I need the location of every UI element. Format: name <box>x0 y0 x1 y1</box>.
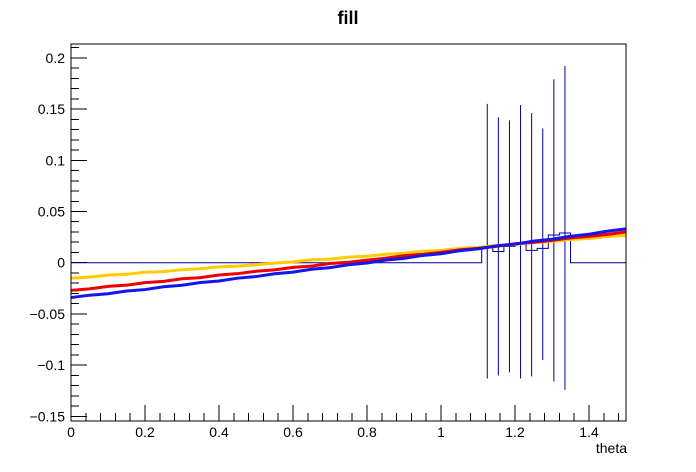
x-tick-label: 1.2 <box>505 424 525 440</box>
y-tick-label: 0 <box>57 255 65 271</box>
y-tick-label: −0.1 <box>37 357 65 373</box>
y-tick-label: −0.05 <box>30 306 66 322</box>
y-tick-label: 0.1 <box>46 152 66 168</box>
x-axis-title: theta <box>596 440 627 456</box>
x-tick-label: 1.4 <box>579 424 599 440</box>
series-layer <box>70 227 627 300</box>
histogram-layer <box>71 66 626 390</box>
y-tick-label: −0.15 <box>30 408 66 424</box>
axis-ticks <box>70 47 620 421</box>
y-tick-label: 0.15 <box>38 101 65 117</box>
y-tick-label: 0.2 <box>46 50 66 66</box>
y-tick-label: 0.05 <box>38 203 65 219</box>
blue-curve-line <box>70 227 627 300</box>
plot-frame <box>70 43 627 422</box>
x-tick-label: 1 <box>437 424 445 440</box>
x-tick-label: 0.2 <box>135 424 155 440</box>
x-tick-label: 0.4 <box>209 424 229 440</box>
x-tick-label: 0.6 <box>283 424 303 440</box>
axis-labels: 0 0.2 0.4 0.6 0.8 1 1.2 1.4 0.2 0.15 0.1 0.05 0 −0.05… <box>30 50 599 440</box>
x-tick-label: 0 <box>67 424 75 440</box>
chart-title: fill <box>338 8 359 28</box>
x-tick-label: 0.8 <box>357 424 377 440</box>
